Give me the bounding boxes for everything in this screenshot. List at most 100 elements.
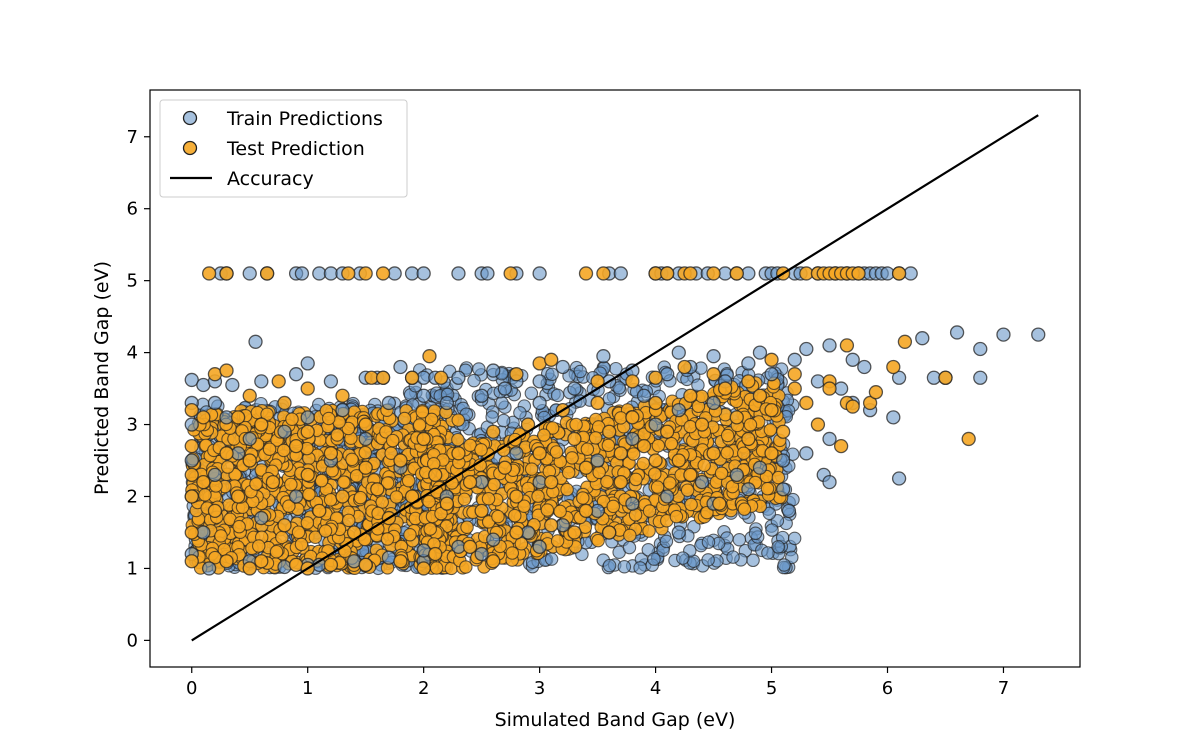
train-point <box>323 374 339 389</box>
cluster-point <box>321 411 336 426</box>
test-point <box>196 474 211 490</box>
cluster-point <box>353 490 368 505</box>
test-point <box>230 489 246 504</box>
train-point <box>996 327 1011 342</box>
cluster-point <box>737 502 752 516</box>
cluster-point <box>337 475 351 489</box>
cluster-point <box>294 537 309 552</box>
train-point <box>648 417 663 432</box>
test-point <box>184 403 199 418</box>
train-point <box>625 496 640 511</box>
train-point <box>915 331 930 346</box>
cluster-point <box>358 445 372 460</box>
cluster-point <box>648 467 662 481</box>
cluster-point <box>451 413 466 427</box>
cluster-point <box>787 531 802 546</box>
legend-box <box>159 99 408 198</box>
accuracy-line <box>191 114 1039 642</box>
train-point <box>532 266 547 281</box>
train-point <box>764 367 779 382</box>
cluster-point <box>513 406 527 420</box>
test-point <box>862 395 878 411</box>
test-prediction-points <box>184 266 976 576</box>
train-point <box>752 345 768 360</box>
legend: Train Predictions Test Prediction Accura… <box>159 99 408 198</box>
cluster-point <box>550 534 565 548</box>
test-point <box>764 446 779 461</box>
train-point <box>891 471 907 486</box>
cluster-point <box>761 546 775 560</box>
cluster-point <box>276 443 291 458</box>
train-point <box>486 363 501 378</box>
cluster-point <box>422 494 436 509</box>
cluster-point <box>622 540 637 555</box>
train-point <box>532 374 547 389</box>
test-point <box>358 557 373 572</box>
cluster-point <box>524 462 539 476</box>
train-point <box>752 460 768 475</box>
cluster-point <box>385 433 400 448</box>
train-point <box>671 345 686 360</box>
cluster-point <box>771 470 786 485</box>
test-point <box>219 363 234 378</box>
train-point <box>775 482 791 497</box>
test-point <box>323 446 339 461</box>
test-point <box>833 438 849 454</box>
y-tick-label: 3 <box>127 415 138 436</box>
y-tick-label: 7 <box>127 127 138 148</box>
test-point <box>712 496 727 511</box>
test-point <box>729 266 744 281</box>
train-point <box>660 489 675 504</box>
test-point <box>184 554 199 569</box>
cluster-point <box>318 524 333 538</box>
test-point <box>787 381 802 396</box>
cluster-point <box>544 552 559 566</box>
y-tick-label: 2 <box>127 486 138 507</box>
train-point <box>184 417 199 432</box>
train-point <box>596 349 611 364</box>
test-point <box>219 266 234 281</box>
y-tick-label: 4 <box>127 343 138 364</box>
cluster-point <box>397 411 412 426</box>
train-point <box>416 388 431 403</box>
test-point <box>254 554 269 569</box>
test-point <box>683 388 698 403</box>
cluster-point <box>576 491 590 505</box>
test-point <box>196 410 211 425</box>
test-point <box>242 453 257 468</box>
cluster-point <box>415 405 430 419</box>
test-point <box>602 424 617 439</box>
cluster-point <box>491 509 505 524</box>
train-point <box>451 370 466 385</box>
y-axis-label: Predicted Band Gap (eV) <box>91 261 113 495</box>
x-tick-label: 2 <box>418 678 429 699</box>
cluster-point <box>524 386 539 401</box>
train-point <box>358 431 373 447</box>
train-point <box>277 559 292 575</box>
test-point <box>428 467 443 483</box>
train-point <box>497 381 512 396</box>
train-point <box>393 359 408 375</box>
cluster-point <box>375 495 389 509</box>
cluster-point <box>642 524 656 538</box>
test-point <box>706 266 721 281</box>
cluster-point <box>697 458 711 473</box>
train-point <box>184 453 199 468</box>
test-point <box>370 482 385 497</box>
test-point <box>787 367 802 382</box>
test-point <box>422 349 437 364</box>
test-point <box>544 518 559 533</box>
cluster-point <box>412 418 427 432</box>
cluster-point <box>314 473 329 488</box>
cluster-point <box>600 474 614 489</box>
test-point <box>439 496 455 511</box>
cluster-point <box>701 553 715 567</box>
train-point <box>671 403 686 418</box>
cluster-point <box>451 432 465 447</box>
train-point <box>781 503 797 519</box>
cluster-point <box>540 503 555 517</box>
y-tick-label: 6 <box>127 199 138 220</box>
test-point <box>567 431 582 447</box>
train-point <box>474 388 489 403</box>
